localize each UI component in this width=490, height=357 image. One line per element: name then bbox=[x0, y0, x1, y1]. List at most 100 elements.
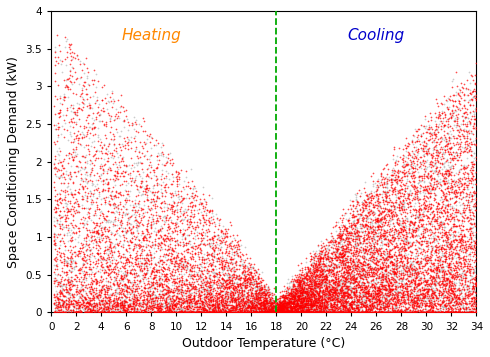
Point bbox=[102, 135, 110, 141]
Point bbox=[328, 310, 336, 315]
Point bbox=[51, 49, 59, 55]
Point bbox=[319, 266, 327, 272]
Point bbox=[422, 285, 430, 291]
Point bbox=[104, 228, 112, 233]
Point bbox=[335, 268, 343, 274]
Point bbox=[467, 291, 475, 297]
Point bbox=[121, 135, 128, 141]
Point bbox=[361, 250, 369, 256]
Point bbox=[428, 280, 436, 285]
Point bbox=[302, 304, 310, 310]
Point bbox=[87, 201, 95, 206]
Point bbox=[120, 173, 127, 179]
Point bbox=[244, 292, 252, 298]
Point bbox=[431, 248, 439, 254]
Point bbox=[303, 302, 311, 308]
Point bbox=[399, 291, 407, 296]
Point bbox=[286, 299, 294, 305]
Point bbox=[242, 273, 249, 279]
Point bbox=[273, 299, 281, 305]
Point bbox=[113, 302, 121, 308]
Point bbox=[206, 298, 214, 303]
Point bbox=[153, 243, 161, 248]
Point bbox=[252, 294, 260, 300]
Point bbox=[268, 305, 275, 311]
Point bbox=[133, 263, 141, 268]
Point bbox=[265, 302, 272, 308]
Point bbox=[324, 278, 332, 284]
Point bbox=[262, 287, 270, 292]
Point bbox=[190, 219, 197, 225]
Point bbox=[290, 288, 298, 294]
Point bbox=[297, 291, 305, 297]
Point bbox=[250, 308, 258, 314]
Point bbox=[249, 285, 257, 291]
Point bbox=[335, 256, 343, 262]
Point bbox=[228, 298, 236, 304]
Point bbox=[259, 310, 267, 315]
Point bbox=[466, 180, 474, 186]
Point bbox=[246, 310, 254, 315]
Point bbox=[164, 184, 172, 190]
Point bbox=[188, 273, 196, 278]
Point bbox=[290, 303, 298, 308]
Point bbox=[191, 302, 198, 307]
Point bbox=[356, 221, 364, 226]
Point bbox=[467, 96, 475, 101]
Point bbox=[91, 291, 98, 296]
Point bbox=[133, 297, 141, 303]
Point bbox=[149, 306, 157, 312]
Point bbox=[128, 162, 136, 168]
Point bbox=[128, 235, 136, 241]
Point bbox=[435, 292, 442, 297]
Point bbox=[316, 302, 324, 308]
Point bbox=[469, 238, 477, 243]
Point bbox=[99, 166, 107, 172]
Point bbox=[334, 310, 342, 315]
Point bbox=[417, 270, 425, 276]
Point bbox=[119, 304, 127, 310]
Point bbox=[391, 295, 399, 300]
Point bbox=[468, 249, 476, 255]
Point bbox=[286, 306, 294, 311]
Point bbox=[409, 256, 416, 261]
Point bbox=[372, 191, 380, 197]
Point bbox=[50, 218, 58, 224]
Point bbox=[237, 310, 245, 315]
Point bbox=[173, 293, 181, 299]
Point bbox=[215, 291, 223, 297]
Point bbox=[354, 281, 362, 286]
Point bbox=[97, 255, 105, 261]
Point bbox=[462, 305, 469, 311]
Point bbox=[392, 243, 400, 249]
Point bbox=[85, 241, 93, 247]
Point bbox=[430, 301, 438, 307]
Point bbox=[440, 252, 447, 257]
Point bbox=[428, 246, 436, 252]
Point bbox=[396, 177, 404, 182]
Point bbox=[209, 253, 217, 259]
Point bbox=[381, 236, 389, 242]
Point bbox=[178, 292, 186, 298]
Point bbox=[215, 250, 223, 256]
Point bbox=[415, 292, 422, 298]
Point bbox=[225, 279, 233, 285]
Point bbox=[449, 98, 457, 104]
Point bbox=[430, 285, 438, 291]
Point bbox=[65, 208, 73, 214]
Point bbox=[329, 308, 337, 313]
Point bbox=[392, 227, 400, 232]
Point bbox=[340, 292, 347, 297]
Point bbox=[455, 170, 463, 175]
Point bbox=[149, 167, 157, 173]
Point bbox=[456, 301, 464, 307]
Point bbox=[312, 269, 319, 275]
Point bbox=[68, 283, 76, 289]
Point bbox=[73, 305, 81, 311]
Point bbox=[343, 299, 351, 305]
Point bbox=[406, 262, 414, 268]
Point bbox=[260, 296, 268, 301]
Point bbox=[438, 153, 445, 159]
Point bbox=[227, 239, 235, 245]
Point bbox=[50, 275, 58, 281]
